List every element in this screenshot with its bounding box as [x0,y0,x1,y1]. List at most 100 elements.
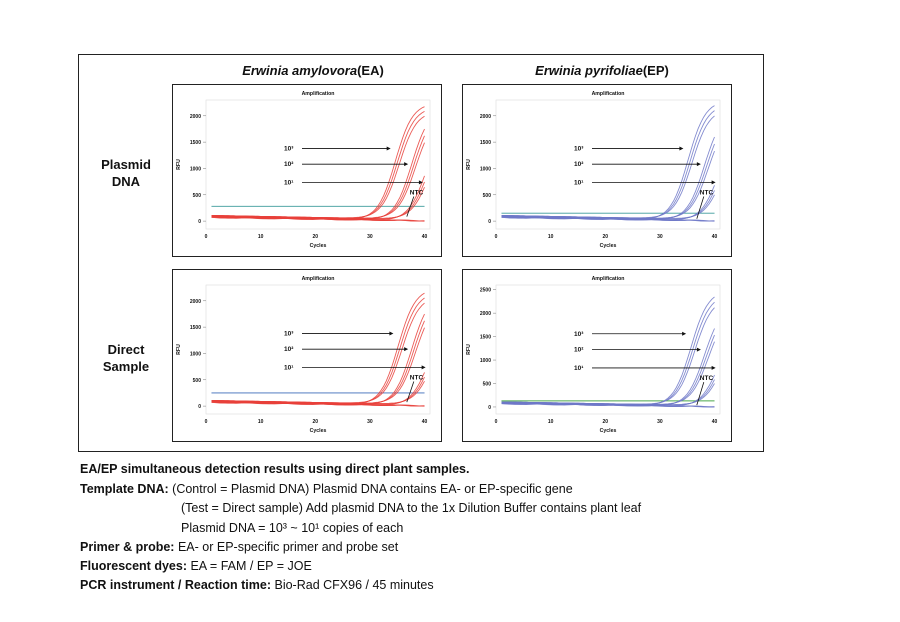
annotation-label: 10³ [284,330,294,337]
y-tick-label: 1500 [480,140,491,146]
y-tick-label: 1500 [480,335,491,341]
ntc-label: NTC [410,189,424,196]
ntc-arrow [406,381,415,403]
plot-area [205,284,431,415]
caption-template-line2: (Test = Direct sample) Add plasmid DNA t… [181,501,642,515]
column-title-ep: Erwinia pyrifoliae(EP) [535,63,669,78]
y-tick-label: 1500 [190,325,201,331]
chart-ea-direct: Amplification Cycles RFU 0 10 20 30 40 0 500 1000 1… [172,269,442,442]
arrow-head [696,162,701,167]
x-tick-label: 10 [258,419,264,425]
series-line [211,380,425,404]
y-tick-label: 2000 [480,311,491,317]
arrow-head [418,180,423,185]
x-tick-label: 10 [548,234,554,240]
x-tick-label: 0 [205,419,208,425]
annotation-label: 10² [284,346,294,353]
y-tick-label: 500 [193,193,202,199]
arrow-head [682,331,687,336]
arrow-head [711,365,716,370]
y-axis-label: RFU [466,159,472,170]
y-tick-label: 0 [198,219,201,225]
series-line [211,216,425,222]
annotation-label: 10¹ [574,179,583,186]
series-line [501,194,715,219]
x-tick-label: 30 [367,419,373,425]
plot-area [205,99,431,230]
x-tick-label: 30 [367,234,373,240]
y-tick-label: 0 [488,219,491,225]
panel-border [462,84,732,257]
chart-title: Amplification [302,91,335,97]
y-tick-label: 1500 [190,140,201,146]
chart-title: Amplification [592,91,625,97]
x-tick-label: 10 [548,419,554,425]
figure-frame [78,54,764,452]
annotation-label: 10³ [574,145,584,152]
annotation-label: 10² [574,347,584,354]
plot-area [495,99,721,230]
series-line [211,401,425,407]
series-3 [501,216,715,222]
arrow-head [404,162,409,167]
x-axis-label: Cycles [310,428,327,434]
series-3 [501,402,715,408]
series-line [501,403,715,408]
x-axis-label: Cycles [600,243,617,249]
ntc-arrow [696,382,705,406]
annotation-label: 10¹ [284,179,293,186]
x-tick-label: 40 [422,234,428,240]
caption-template: Template DNA: (Control = Plasmid DNA) Pl… [80,482,573,496]
caption-template-line3: Plasmid DNA = 10³ ~ 10¹ copies of each [181,521,404,535]
y-tick-label: 500 [483,382,492,388]
annotation-label: 10³ [284,145,294,152]
panel-border [172,269,442,442]
y-tick-label: 500 [483,193,492,199]
x-tick-label: 10 [258,234,264,240]
y-tick-label: 0 [488,405,491,411]
plot-area [495,284,721,415]
chart-title: Amplification [302,276,335,282]
column-title-ea: Erwinia amylovora(EA) [242,63,384,78]
x-tick-label: 0 [495,419,498,425]
series-line [501,383,715,406]
x-axis-label: Cycles [310,243,327,249]
caption-pcr: PCR instrument / Reaction time: Bio-Rad … [80,578,434,592]
y-tick-label: 0 [198,404,201,410]
series-3 [211,216,425,222]
arrow-head [696,347,701,352]
arrow-head [421,365,426,370]
y-tick-label: 2000 [190,299,201,305]
x-tick-label: 20 [602,234,608,240]
x-axis-label: Cycles [600,428,617,434]
chart-ep-plasmid: Amplification Cycles RFU 0 10 20 30 40 0 500 1000 1… [462,84,732,257]
ntc-label: NTC [410,374,424,381]
ntc-arrow [696,196,705,219]
series-line [501,216,715,222]
chart-ea-plasmid: Amplification Cycles RFU 0 10 20 30 40 0 500 1000 1… [172,84,442,257]
annotation-label: 10² [574,161,584,168]
row-label-direct: Direct Sample [102,342,150,374]
annotation-label: 10² [284,161,294,168]
y-axis-label: RFU [176,159,182,170]
series-3 [211,401,425,407]
ntc-label: NTC [700,189,714,196]
arrow-head [711,180,716,185]
chart-ep-direct: Amplification Cycles RFU 0 10 20 30 40 0 500 1000 1… [462,269,732,442]
series-line [211,187,425,219]
y-tick-label: 2000 [480,114,491,120]
x-tick-label: 0 [205,234,208,240]
y-tick-label: 2500 [480,288,491,294]
y-tick-label: 1000 [190,166,201,172]
annotation-label: 10³ [574,331,584,338]
panel-border [172,84,442,257]
caption-heading: EA/EP simultaneous detection results usi… [80,462,470,476]
y-tick-label: 500 [193,378,202,384]
ntc-arrow [406,196,415,217]
arrow-head [679,146,684,151]
y-tick-label: 1000 [480,358,491,364]
annotation-label: 10¹ [284,364,293,371]
y-tick-label: 1000 [480,166,491,172]
arrow-head [386,146,391,151]
annotation-label: 10¹ [574,365,583,372]
